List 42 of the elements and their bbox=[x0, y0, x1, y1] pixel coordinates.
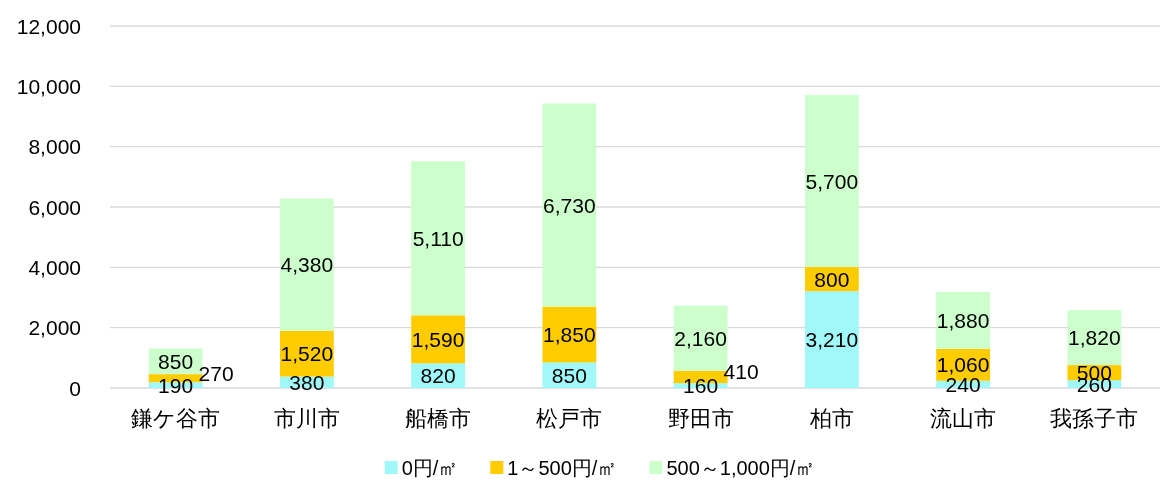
data-label: 1,520 bbox=[280, 342, 334, 366]
data-label: 1,820 bbox=[1068, 326, 1121, 350]
data-label: 270 bbox=[198, 361, 234, 385]
y-tick-label: 0 bbox=[69, 376, 81, 400]
x-tick-label: 鎌ケ谷市 bbox=[131, 405, 221, 431]
data-label: 1,590 bbox=[411, 327, 465, 351]
bar bbox=[279, 198, 334, 331]
legend-label: 500～1,000円/㎡ bbox=[666, 457, 816, 479]
y-tick-label: 8,000 bbox=[28, 135, 81, 159]
x-tick-label: 市川市 bbox=[273, 405, 340, 431]
data-label: 820 bbox=[420, 364, 456, 388]
data-label: 5,110 bbox=[412, 226, 464, 250]
data-label: 1,060 bbox=[936, 353, 990, 377]
data-label: 5,700 bbox=[805, 169, 859, 193]
y-tick-label: 4,000 bbox=[28, 255, 81, 279]
data-label: 6,730 bbox=[543, 193, 596, 217]
data-label: 850 bbox=[551, 363, 587, 387]
legend-label: 0円/㎡ bbox=[401, 457, 459, 479]
legend-label: 1～500円/㎡ bbox=[507, 457, 618, 479]
data-label: 850 bbox=[158, 349, 194, 373]
bar bbox=[804, 95, 859, 268]
x-tick-label: 流山市 bbox=[930, 405, 997, 431]
bar bbox=[542, 103, 597, 307]
y-tick-label: 12,000 bbox=[16, 14, 81, 38]
x-tick-label: 船橋市 bbox=[405, 405, 472, 431]
bar bbox=[804, 291, 859, 388]
data-label: 2,160 bbox=[674, 326, 727, 350]
data-label: 4,380 bbox=[280, 253, 334, 277]
x-tick-label: 我孫子市 bbox=[1050, 405, 1139, 431]
data-label: 1,850 bbox=[543, 322, 596, 346]
data-label: 800 bbox=[814, 267, 850, 291]
y-tick-label: 6,000 bbox=[28, 195, 81, 219]
x-tick-label: 松戸市 bbox=[536, 405, 603, 431]
y-tick-label: 10,000 bbox=[16, 74, 81, 98]
data-label: 1,880 bbox=[936, 308, 990, 332]
y-tick-label: 2,000 bbox=[28, 316, 81, 340]
data-label: 380 bbox=[289, 370, 325, 394]
x-tick-label: 野田市 bbox=[667, 405, 734, 431]
data-label: 410 bbox=[723, 360, 759, 384]
x-tick-label: 柏市 bbox=[808, 405, 854, 431]
bar bbox=[411, 161, 466, 316]
data-label: 3,210 bbox=[805, 328, 859, 352]
